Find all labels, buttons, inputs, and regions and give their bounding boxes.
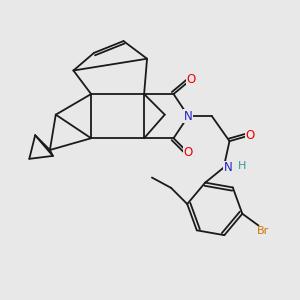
Text: N: N [224,161,233,174]
Text: O: O [187,73,196,86]
Text: Br: Br [257,226,269,236]
Text: O: O [184,146,193,159]
Text: H: H [238,160,246,171]
Text: N: N [184,110,193,123]
Text: O: O [245,129,255,142]
